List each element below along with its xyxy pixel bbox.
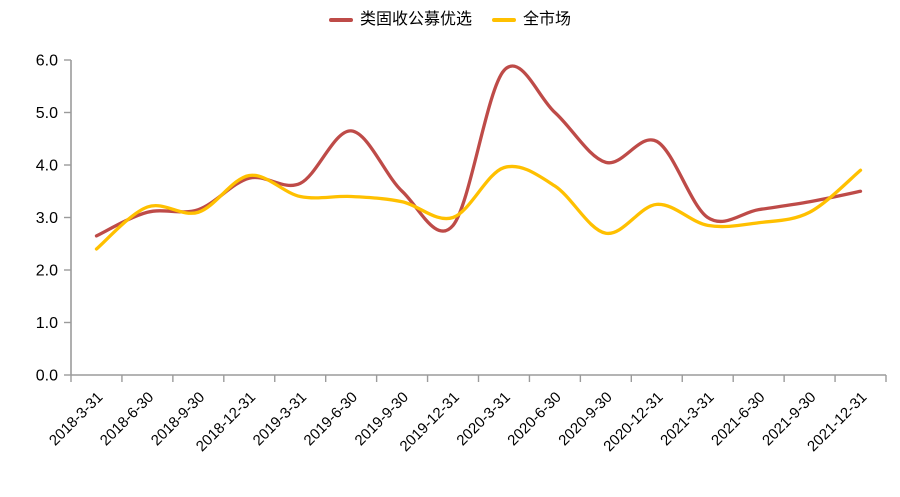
y-tick-label: 3.0	[36, 210, 58, 227]
series-line-1	[94, 164, 863, 251]
x-tick-label: 2018-3-31	[46, 389, 106, 449]
x-tick-label: 2019-6-30	[301, 389, 361, 449]
y-tick-label: 4.0	[36, 158, 58, 175]
legend-item-series-1: 全市场	[492, 12, 571, 28]
x-tick-label: 2018-6-30	[97, 389, 157, 449]
y-tick-label: 1.0	[36, 315, 58, 332]
y-tick-label: 5.0	[36, 105, 58, 122]
legend-line-swatch-yellow	[492, 18, 516, 22]
legend-item-series-0: 类固收公募优选	[328, 11, 472, 28]
legend-label: 全市场	[523, 11, 572, 28]
x-tick-label: 2019-3-31	[250, 389, 310, 449]
x-tick-label: 2021-3-31	[657, 389, 717, 449]
y-tick-label: 2.0	[36, 263, 58, 280]
y-tick-label: 0.0	[36, 368, 58, 385]
chart-legend: 类固收公募优选 全市场	[0, 12, 900, 28]
legend-line-swatch-red	[328, 18, 353, 22]
x-tick-label: 2021-6-30	[708, 389, 768, 449]
x-tick-label: 2020-6-30	[504, 389, 564, 449]
x-tick-label: 2020-3-31	[453, 389, 513, 449]
legend-label: 类固收公募优选	[359, 11, 472, 28]
y-tick-label: 6.0	[36, 53, 58, 70]
series-line-0	[94, 64, 863, 238]
